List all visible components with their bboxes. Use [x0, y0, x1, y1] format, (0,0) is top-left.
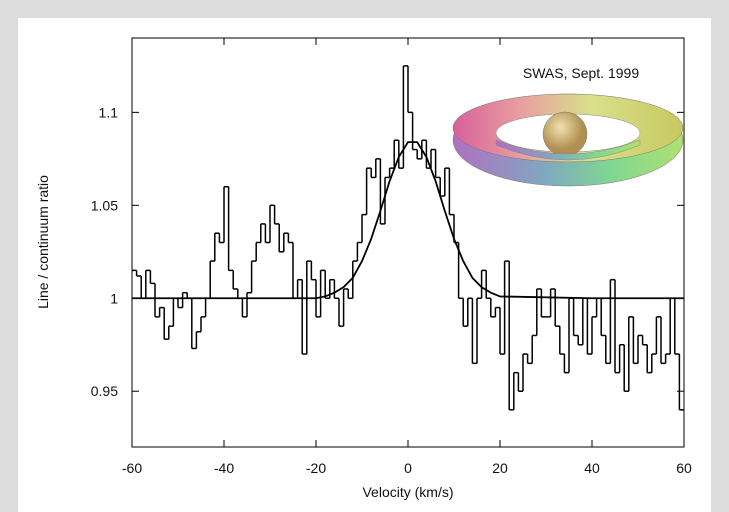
x-tick-label: -40	[214, 460, 234, 476]
y-tick-label: 1	[110, 290, 118, 306]
y-tick-label: 1.05	[91, 197, 118, 213]
annotation: SWAS, Sept. 1999	[523, 65, 639, 81]
inset-torus	[452, 93, 684, 187]
y-axis-label: Line / continuum ratio	[35, 175, 51, 309]
x-tick-label: 20	[492, 460, 508, 476]
x-tick-label: -20	[306, 460, 326, 476]
x-tick-label: 60	[676, 460, 692, 476]
x-axis-label: Velocity (km/s)	[362, 484, 453, 500]
fit-line	[132, 141, 684, 300]
x-tick-label: 40	[584, 460, 600, 476]
y-tick-label: 0.95	[91, 383, 118, 399]
y-tick-label: 1.1	[99, 104, 119, 120]
x-tick-label: 0	[404, 460, 412, 476]
x-tick-label: -60	[122, 460, 142, 476]
